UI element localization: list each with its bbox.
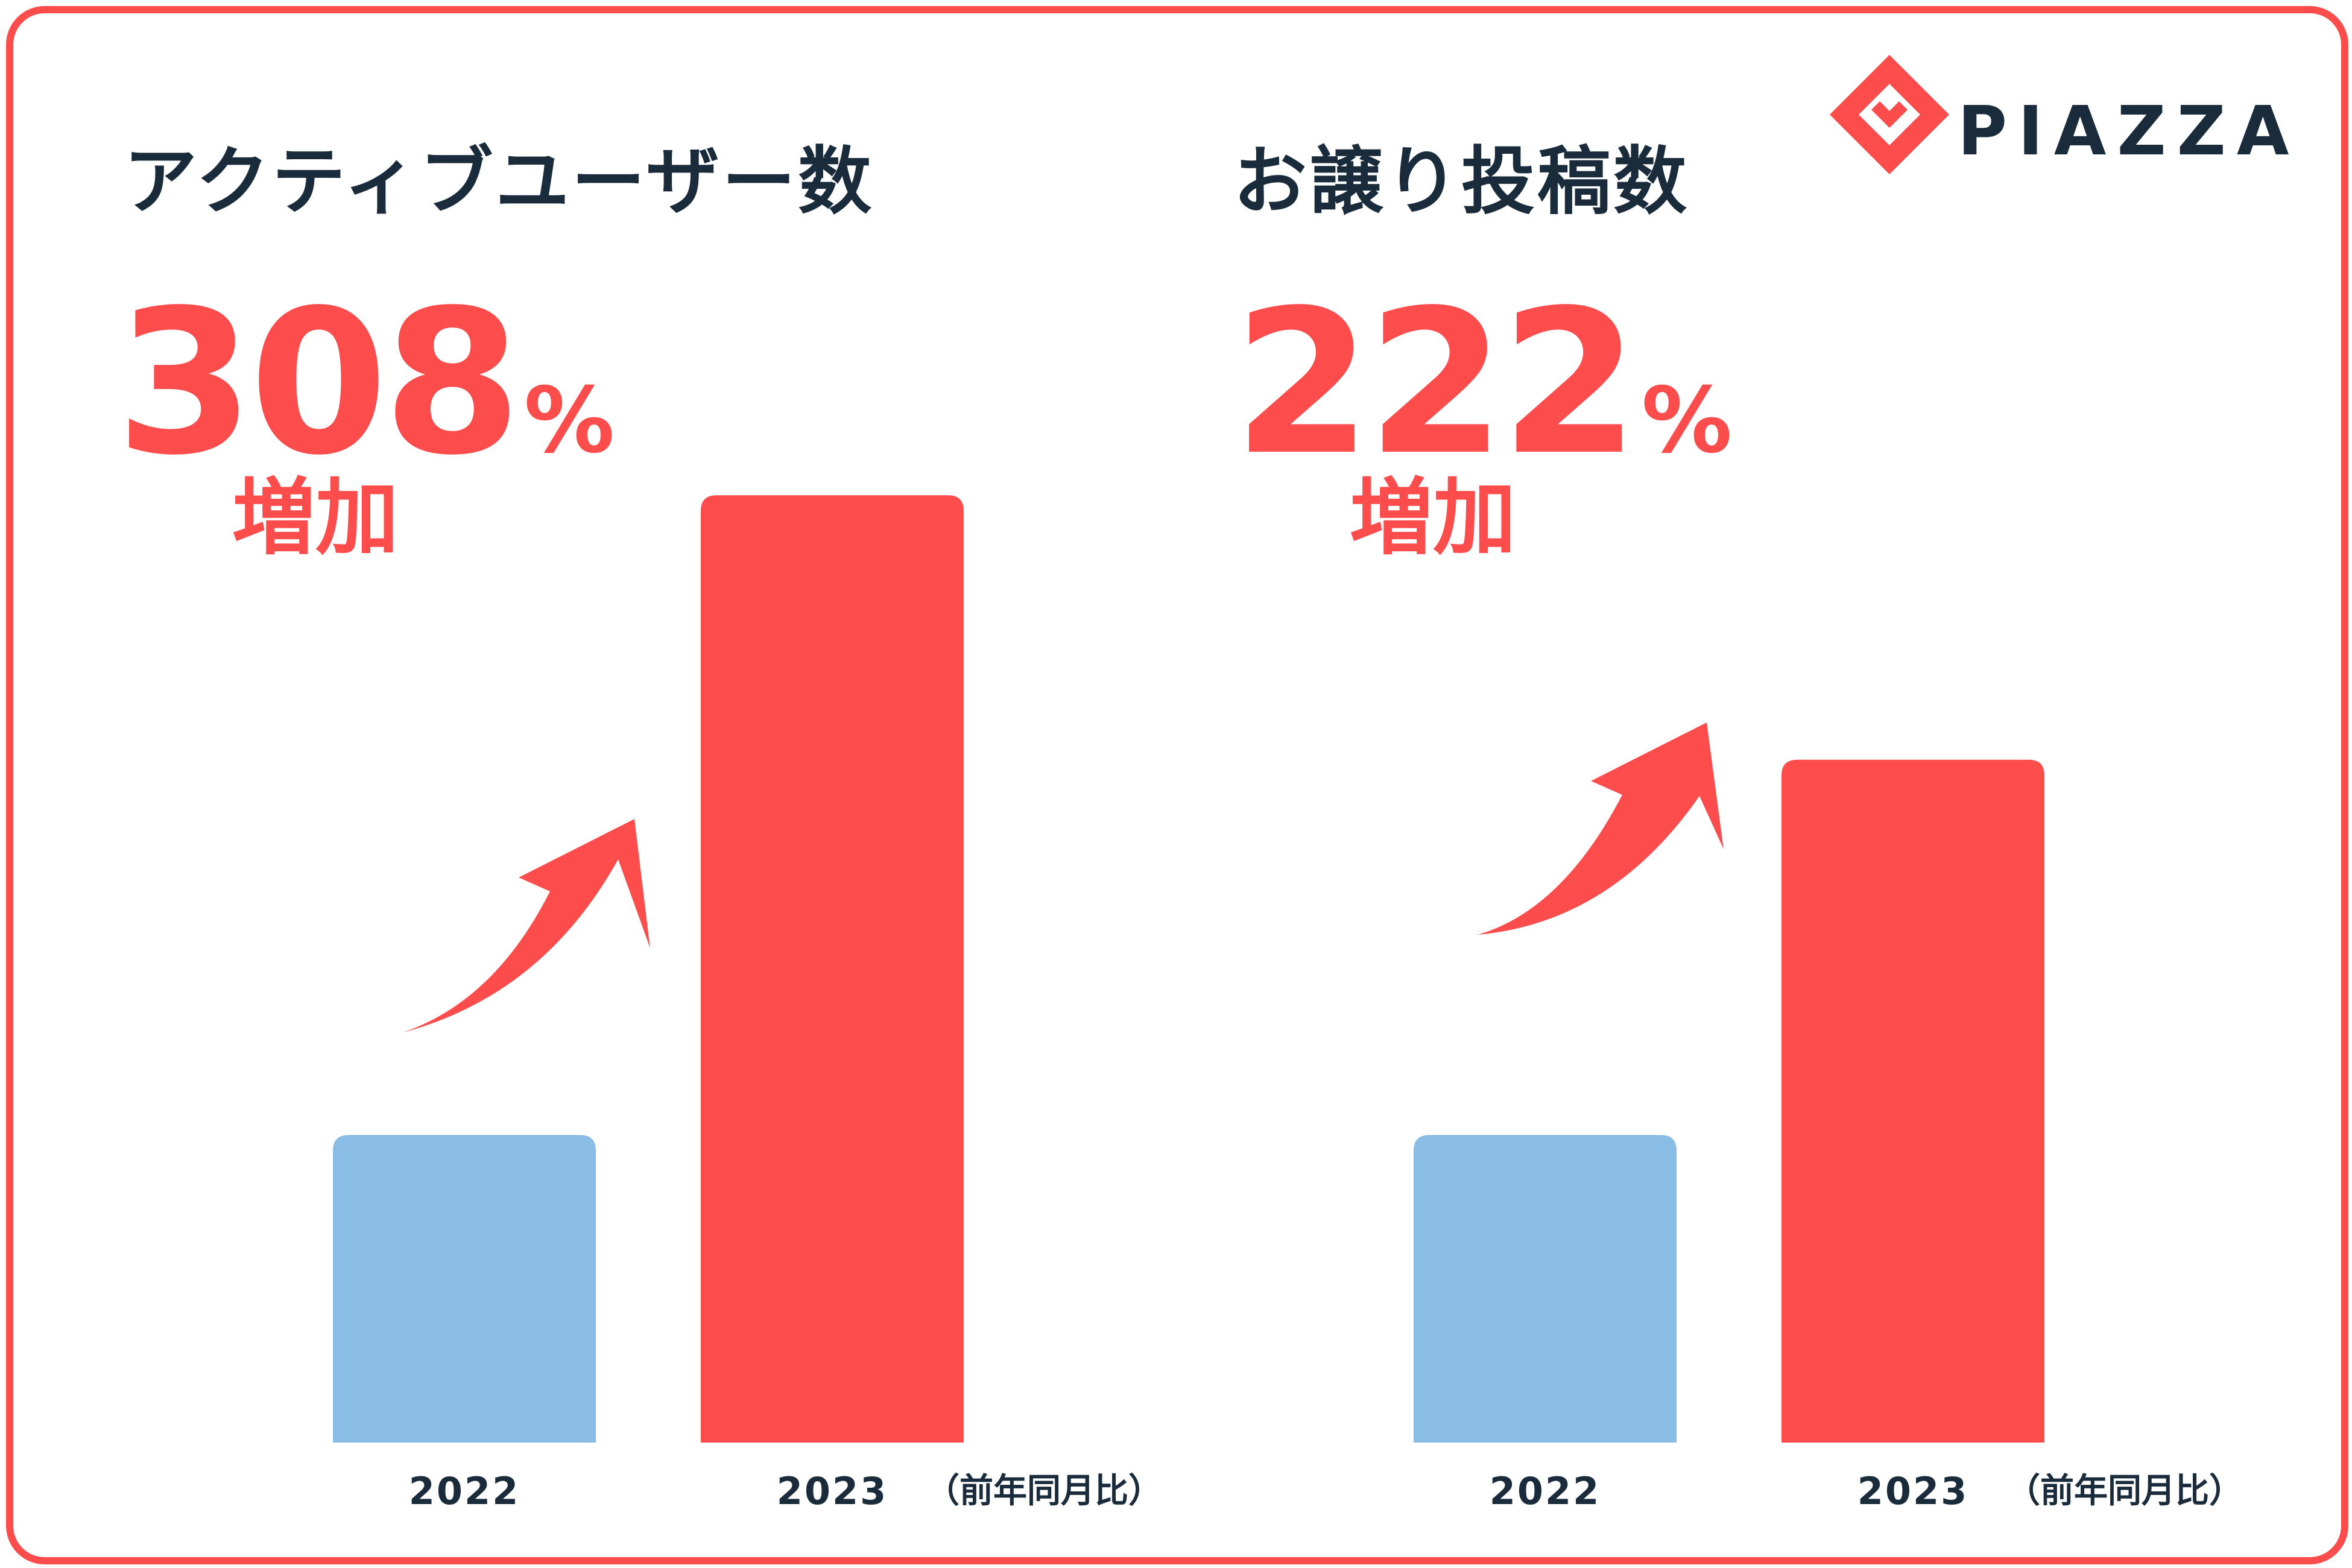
bars-layer <box>333 495 2044 1443</box>
bar-active-users-2023 <box>701 495 964 1443</box>
bar-posts-2023 <box>1781 759 2044 1443</box>
highlight-unit: % <box>523 368 615 473</box>
highlight-caption-posts: 増加 <box>1350 469 1517 566</box>
highlight-active-users: 308% <box>116 283 615 482</box>
bar-posts-2022 <box>1414 1135 1677 1443</box>
x-tick-label-2022: 2022 <box>1489 1469 1601 1513</box>
logo-text: PIAZZA <box>1958 92 2300 171</box>
comparison-note: （前年同月比） <box>2006 1472 2243 1511</box>
x-tick-label-2022: 2022 <box>408 1469 520 1513</box>
highlight-value: 222 <box>1233 267 1639 499</box>
growth-arrow-posts <box>1478 722 1724 935</box>
highlight-posts: 222% <box>1233 283 1732 482</box>
growth-arrow-users <box>403 819 650 1032</box>
highlight-unit: % <box>1641 368 1733 473</box>
diamond-heart-icon <box>1830 55 1949 174</box>
bar-active-users-2022 <box>333 1135 596 1443</box>
x-tick-label-2023: 2023 <box>776 1469 888 1513</box>
comparison-note: （前年同月比） <box>926 1472 1162 1511</box>
chart-title-active-users: アクティブユーザー数 <box>124 139 874 224</box>
highlight-caption-active-users: 増加 <box>232 469 399 566</box>
highlight-value: 308 <box>116 267 522 499</box>
x-tick-label-2023: 2023 <box>1857 1469 1969 1513</box>
chart-title-posts: お譲り投稿数 <box>1233 139 1689 224</box>
